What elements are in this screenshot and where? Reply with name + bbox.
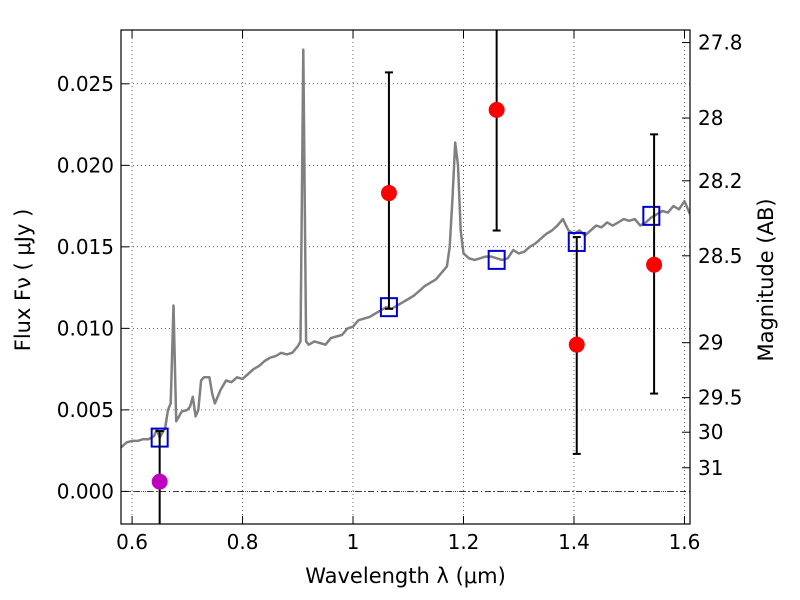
x-tick-label: 1.6 [669,530,701,554]
right-tick-label: 29 [698,331,723,355]
observed-flux-point [488,101,505,118]
right-tick-label: 30 [698,420,723,444]
right-axis-title: Magnitude (AB) [754,198,778,361]
observed-flux-point [151,473,168,490]
right-tick-label: 28.5 [698,244,743,268]
observed-flux-point [568,336,585,353]
model-photometry-square [487,249,506,270]
spectrum-line [121,48,690,449]
x-tick-label: 1.2 [448,530,480,554]
x-tick-label: 1 [347,530,360,554]
y-tick-label: 0.015 [57,235,114,259]
x-tick-label: 0.6 [116,530,148,554]
y-tick-label: 0.010 [57,316,114,340]
plot-frame [120,29,691,525]
right-tick-label: 27.8 [698,31,743,55]
y-tick-label: 0.005 [57,398,114,422]
observed-flux-point [380,185,397,202]
y-tick-label: 0.025 [57,72,114,96]
right-tick-label: 31 [698,456,723,480]
right-tick-label: 28.2 [698,169,743,193]
plot-area [121,30,690,524]
right-tick-label: 28 [698,106,723,130]
x-tick-label: 0.8 [227,530,259,554]
y-tick-label: 0.020 [57,153,114,177]
observed-flux-point [646,256,663,273]
x-axis-title: Wavelength λ (μm) [305,564,506,588]
model-photometry-square [642,205,661,226]
right-tick-label: 29.5 [698,386,743,410]
grid-layer [121,30,690,524]
ticks-layer: 0.6 0.8 1 1.2 1.4 1.6 0.000 0.005 0.010 0.015 0.02… [57,30,743,554]
y-axis-title: Flux Fν ( μJy ) [11,209,35,352]
y-tick-label: 0.000 [57,479,114,503]
x-tick-label: 1.4 [558,530,590,554]
